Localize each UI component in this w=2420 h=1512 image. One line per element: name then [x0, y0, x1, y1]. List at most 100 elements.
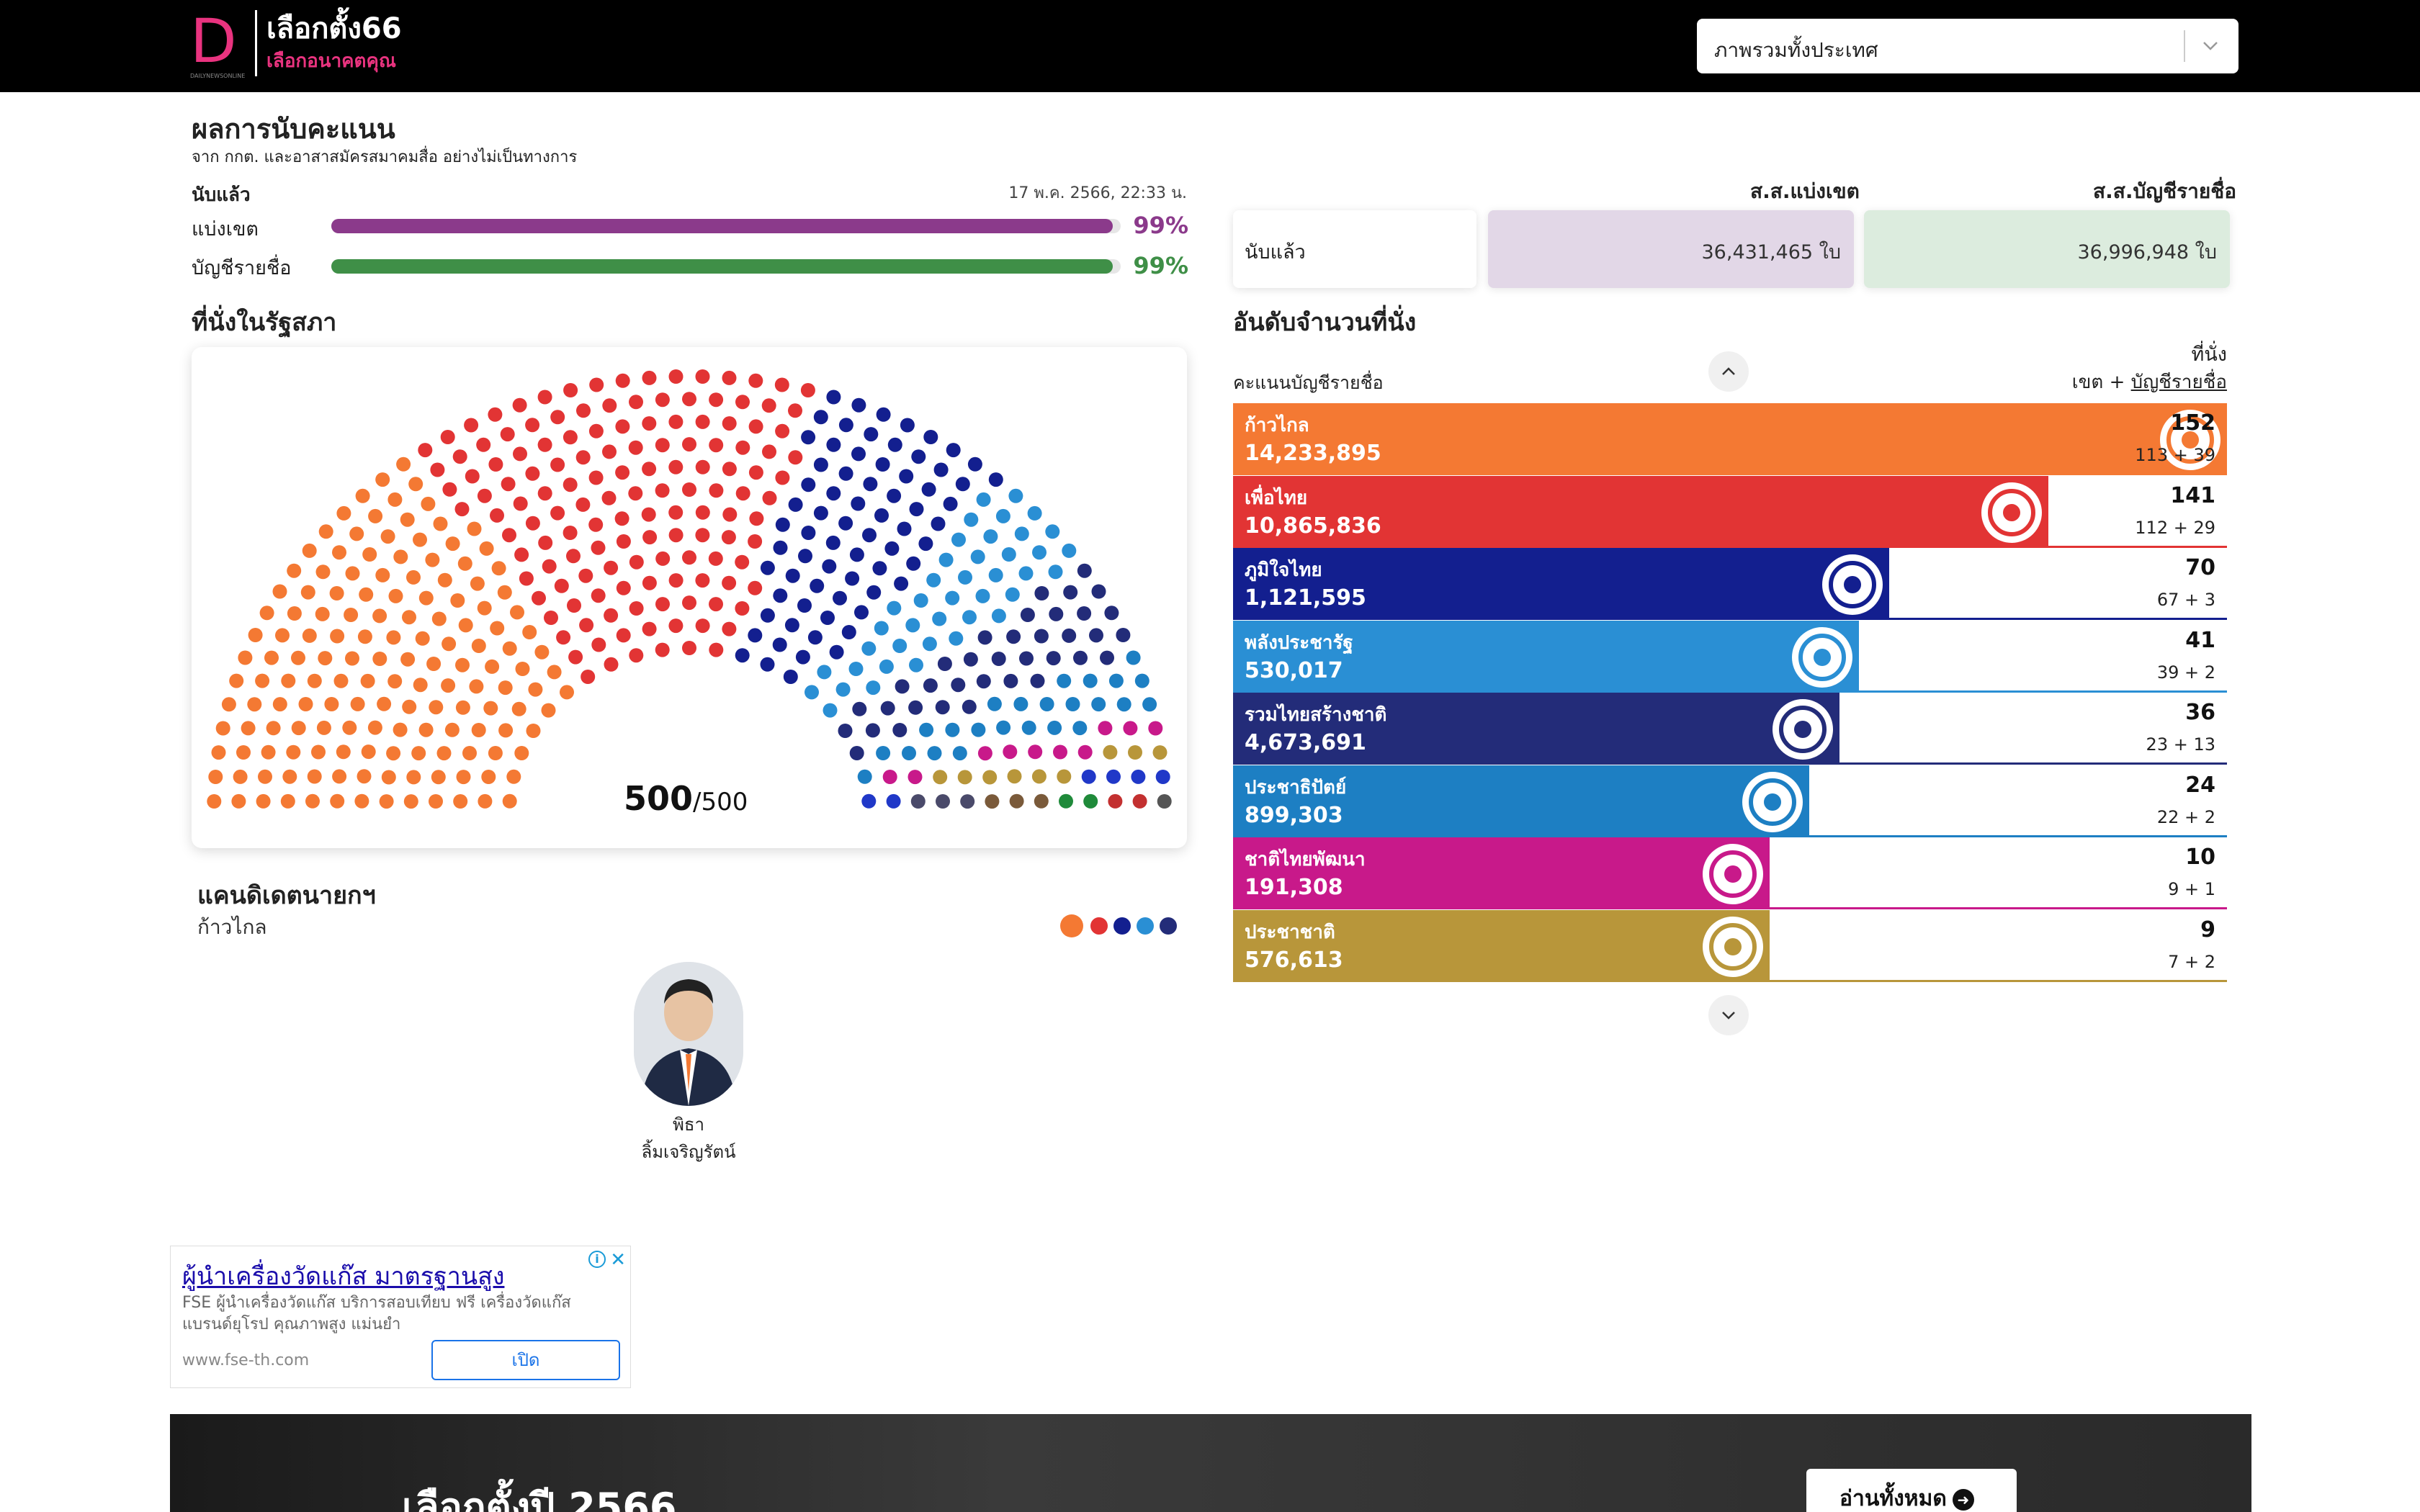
parliament-seat [977, 746, 992, 761]
read-all-button[interactable]: อ่านทั้งหมด ➜ [1806, 1469, 2017, 1512]
parliament-seat-chart [207, 369, 1172, 809]
region-select[interactable]: ภาพรวมทั้งประเทศ [1697, 19, 2238, 73]
parliament-seat [642, 462, 657, 477]
party-row[interactable]: ชาติไทยพัฒนา 191,308 10 9 + 1 [1233, 837, 2227, 909]
parliament-seat [403, 794, 418, 809]
parliament-seat [514, 547, 529, 562]
parliament-seat [813, 505, 828, 521]
ad-open-button[interactable]: เปิด [431, 1340, 620, 1380]
party-underline [1233, 690, 2227, 693]
list-score-header: คะแนนบัญชีรายชื่อ [1233, 372, 1384, 393]
candidate-avatar[interactable] [634, 962, 743, 1106]
parliament-seat [602, 398, 617, 413]
ranking-title: อันดับจำนวนที่นั่ง [1233, 308, 1417, 337]
seat-split-list-link[interactable]: บัญชีรายชื่อ [2130, 372, 2227, 393]
ad-url[interactable]: www.fse-th.com [182, 1351, 310, 1369]
parliament-seat [895, 679, 910, 694]
parliament-seat [795, 649, 810, 665]
parliament-seat [629, 648, 644, 663]
scroll-up-button[interactable] [1708, 351, 1749, 392]
parliament-seat [1008, 488, 1023, 503]
parliament-seat [682, 641, 696, 655]
parliament-seat [541, 703, 556, 718]
party-name: พลังประชารัฐ [1245, 631, 1353, 654]
parliament-seat [851, 446, 866, 462]
parliament-seat [345, 651, 359, 666]
parliament-seat [275, 628, 290, 643]
ad-close-icon[interactable]: ✕ [610, 1249, 626, 1271]
ad-title-link[interactable]: ผู้นำเครื่องวัดแก๊ส มาตรฐานสูง [182, 1262, 505, 1291]
parliament-seat [1020, 608, 1035, 622]
party-row[interactable]: ประชาชาติ 576,613 9 7 + 2 [1233, 909, 2227, 982]
parliament-seat [413, 678, 428, 693]
parliament-seat [1030, 673, 1045, 688]
parliament-seat [762, 490, 777, 505]
ad-banner[interactable]: ผู้นำเครื่องวัดแก๊ส มาตรฐานสูง FSE ผู้นำ… [170, 1246, 631, 1388]
parliament-seat [800, 383, 815, 397]
parliament-seat [255, 673, 270, 688]
list-votes-header: ส.ส.บัญชีรายชื่อ [2093, 179, 2237, 203]
party-row[interactable]: ภูมิใจไทย 1,121,595 70 67 + 3 [1233, 548, 2227, 620]
parliament-seat [229, 673, 244, 688]
parliament-seat [962, 610, 977, 625]
parliament-card: 500/500 [192, 347, 1187, 848]
parliament-seat [315, 606, 330, 621]
parliament-seat [396, 456, 411, 472]
parliament-seat [393, 549, 408, 564]
parliament-seat [477, 600, 492, 616]
party-row[interactable]: รวมไทยสร้างชาติ 4,673,691 36 23 + 13 [1233, 693, 2227, 765]
parliament-seat [1048, 564, 1063, 580]
parliament-seat [931, 516, 946, 531]
counted-box-label: นับแล้ว [1245, 241, 1306, 264]
parliament-seat [918, 536, 933, 552]
results-subtitle: จาก กกต. และอาสาสมัครสมาคมสื่อ อย่างไม่เ… [192, 148, 578, 166]
parliament-seat [514, 746, 529, 760]
party-bar [1233, 620, 1859, 691]
parliament-seat [359, 587, 374, 602]
party-seats: 70 [2185, 555, 2215, 580]
district-bar-label: แบ่งเขต [192, 218, 259, 240]
party-bar [1233, 475, 2048, 546]
parliament-seat [788, 403, 802, 418]
candidate-last-name: ลิ้มเจริญรัตน์ [641, 1142, 736, 1162]
scroll-down-button[interactable] [1708, 995, 1749, 1035]
parliament-seat [1104, 606, 1119, 621]
parliament-seat [510, 605, 524, 620]
chevron-down-icon[interactable] [2200, 35, 2221, 56]
parliament-seat [578, 568, 593, 583]
party-row[interactable]: ก้าวไกล 14,233,895 152 113 + 39 [1233, 403, 2227, 475]
parliament-seat [368, 508, 383, 523]
parliament-seat [1003, 673, 1018, 688]
parliament-seat [588, 423, 604, 438]
party-votes: 1,121,595 [1245, 585, 1366, 611]
party-name: ประชาชาติ [1245, 921, 1335, 943]
party-row[interactable]: ประชาธิปัตย์ 899,303 24 22 + 2 [1233, 765, 2227, 837]
parliament-seat [977, 630, 992, 645]
party-row[interactable]: เพื่อไทย 10,865,836 141 112 + 29 [1233, 475, 2227, 548]
parliament-seat [797, 598, 812, 613]
chevron-up-icon [1722, 367, 1735, 375]
parliament-seat [311, 744, 326, 760]
parliament-seat [575, 497, 591, 512]
parliament-seat [909, 502, 924, 517]
parliament-seat [305, 793, 320, 809]
parliament-seat [1108, 793, 1123, 809]
ad-info-icon[interactable]: i [588, 1251, 606, 1268]
party-row[interactable]: พลังประชารัฐ 530,017 41 39 + 2 [1233, 620, 2227, 693]
parliament-seat [336, 505, 351, 521]
parliament-seat [722, 416, 737, 431]
parliament-seat [748, 628, 763, 643]
parliament-seat [921, 482, 936, 497]
parliament-seat [408, 477, 424, 492]
parliament-seat [695, 459, 710, 474]
parliament-seat [970, 549, 985, 564]
parliament-seat [801, 430, 816, 445]
parliament-seat [281, 673, 296, 688]
parliament-seat [884, 541, 900, 556]
party-underline [1233, 979, 2227, 982]
parliament-seat [933, 462, 949, 477]
parliament-seat [1014, 526, 1029, 541]
dailynews-logo[interactable]: D DAILYNEWSONLINE [189, 9, 245, 81]
parliament-seat [393, 722, 408, 737]
parliament-seat [1009, 793, 1024, 809]
